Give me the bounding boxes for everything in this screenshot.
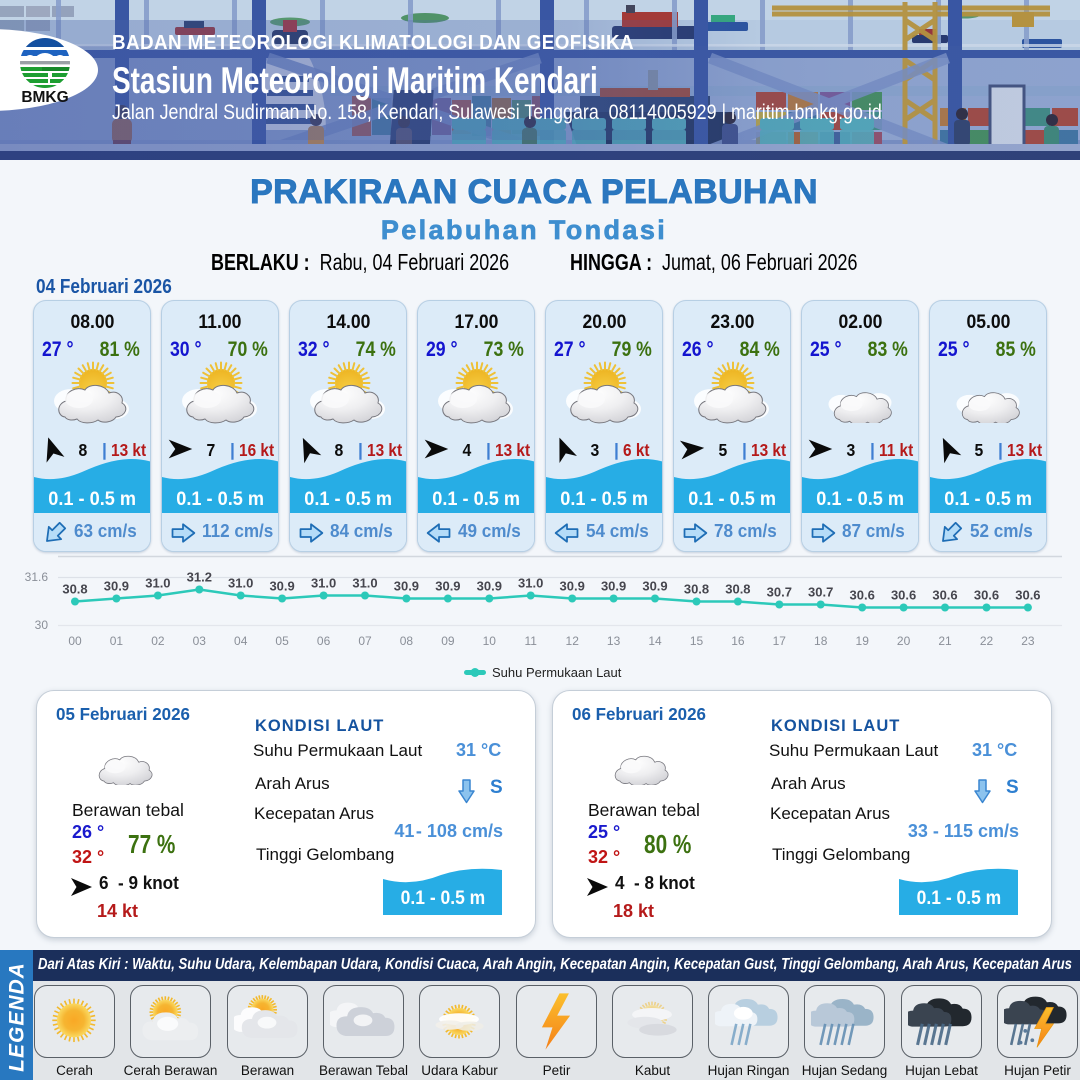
- svg-text:30.6: 30.6: [974, 588, 999, 603]
- svg-text:00: 00: [68, 634, 82, 648]
- svg-text:15: 15: [690, 634, 704, 648]
- svg-text:31.6: 31.6: [25, 570, 49, 584]
- svg-text:20: 20: [897, 634, 911, 648]
- svg-text:14: 14: [648, 634, 662, 648]
- svg-text:30: 30: [35, 618, 49, 632]
- svg-text:10: 10: [483, 634, 497, 648]
- svg-text:30.6: 30.6: [891, 588, 916, 603]
- svg-text:30.6: 30.6: [850, 588, 875, 603]
- svg-text:31.0: 31.0: [352, 576, 377, 591]
- svg-text:Suhu Permukaan Laut: Suhu Permukaan Laut: [492, 665, 622, 680]
- svg-text:31.0: 31.0: [518, 576, 543, 591]
- svg-text:30.9: 30.9: [601, 579, 626, 594]
- svg-text:30.9: 30.9: [394, 579, 419, 594]
- svg-text:30.6: 30.6: [932, 588, 957, 603]
- svg-text:22: 22: [980, 634, 994, 648]
- svg-text:02: 02: [151, 634, 165, 648]
- svg-text:03: 03: [193, 634, 207, 648]
- svg-text:17: 17: [773, 634, 787, 648]
- svg-text:12: 12: [566, 634, 580, 648]
- svg-text:30.9: 30.9: [269, 579, 294, 594]
- svg-text:18: 18: [814, 634, 828, 648]
- svg-text:07: 07: [358, 634, 372, 648]
- svg-text:30.8: 30.8: [684, 582, 709, 597]
- svg-text:31.2: 31.2: [187, 570, 212, 585]
- svg-text:21: 21: [938, 634, 952, 648]
- svg-text:16: 16: [731, 634, 745, 648]
- svg-text:30.6: 30.6: [1015, 588, 1040, 603]
- svg-text:01: 01: [110, 634, 124, 648]
- svg-text:31.0: 31.0: [228, 576, 253, 591]
- svg-text:30.9: 30.9: [642, 579, 667, 594]
- svg-text:30.9: 30.9: [477, 579, 502, 594]
- svg-text:30.9: 30.9: [435, 579, 460, 594]
- svg-text:04: 04: [234, 634, 248, 648]
- svg-text:05: 05: [275, 634, 289, 648]
- svg-text:11: 11: [524, 634, 537, 648]
- svg-text:09: 09: [441, 634, 455, 648]
- svg-text:30.9: 30.9: [104, 579, 129, 594]
- svg-text:30.9: 30.9: [560, 579, 585, 594]
- svg-text:30.8: 30.8: [62, 582, 87, 597]
- svg-text:13: 13: [607, 634, 621, 648]
- svg-text:30.8: 30.8: [725, 582, 750, 597]
- svg-text:19: 19: [856, 634, 870, 648]
- svg-text:08: 08: [400, 634, 414, 648]
- svg-text:31.0: 31.0: [311, 576, 336, 591]
- svg-text:06: 06: [317, 634, 331, 648]
- svg-text:30.7: 30.7: [767, 585, 792, 600]
- svg-text:23: 23: [1021, 634, 1035, 648]
- svg-text:30.7: 30.7: [808, 585, 833, 600]
- svg-text:BMKG: BMKG: [21, 89, 68, 106]
- svg-text:31.0: 31.0: [145, 576, 170, 591]
